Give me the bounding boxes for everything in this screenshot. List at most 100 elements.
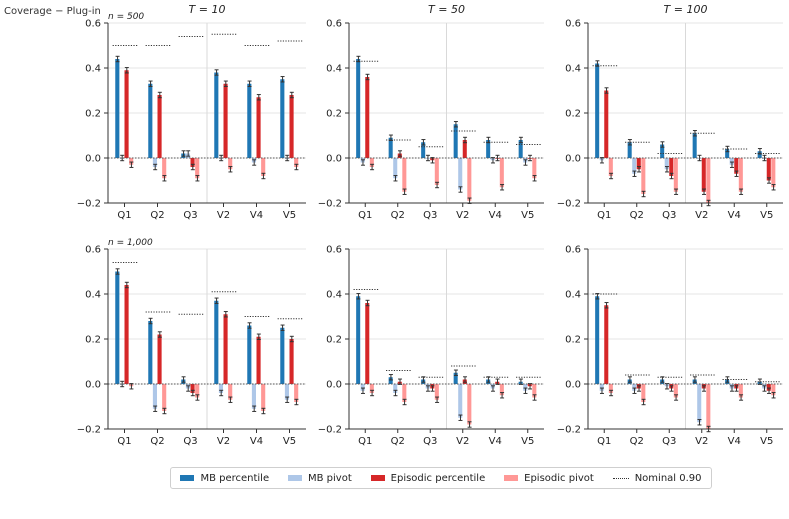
bar-episodic-pivot bbox=[673, 158, 678, 192]
x-tick-label: V2 bbox=[695, 436, 708, 447]
legend-label: Episodic pivot bbox=[524, 472, 594, 484]
y-tick-label: 0.2 bbox=[326, 335, 342, 346]
legend-label: MB pivot bbox=[308, 472, 352, 484]
bar-mb-percentile bbox=[486, 140, 491, 158]
y-tick-label: 0.0 bbox=[565, 154, 581, 165]
y-tick-label: 0.4 bbox=[326, 64, 342, 75]
x-tick-label: V2 bbox=[217, 436, 230, 447]
panel-title: T = 100 bbox=[664, 3, 708, 16]
bar-mb-pivot bbox=[152, 384, 157, 409]
x-tick-label: V4 bbox=[728, 436, 741, 447]
legend-swatch bbox=[288, 475, 303, 481]
y-tick-label: −0.2 bbox=[557, 199, 581, 210]
bar-mb-percentile bbox=[757, 151, 762, 158]
chart-panel-4: −0.2 0.0 0.2 0.4 0.6 Q1 Q2 Q3 V2 V4 V5 n = 1,000 bbox=[77, 238, 306, 447]
bar-mb-pivot bbox=[458, 384, 463, 418]
y-tick-label: 0.2 bbox=[565, 109, 581, 120]
bar-mb-pivot bbox=[393, 384, 398, 393]
legend: MB percentile MB pivot Episodic percenti… bbox=[170, 467, 712, 489]
bar-episodic-pivot bbox=[228, 158, 233, 170]
bar-mb-percentile bbox=[421, 142, 426, 158]
bar-episodic-pivot bbox=[195, 158, 200, 179]
y-tick-label: 0.6 bbox=[326, 245, 342, 256]
bar-mb-percentile bbox=[148, 321, 153, 384]
chart-panel-1: −0.2 0.0 0.2 0.4 0.6 Q1 Q2 Q3 V2 V4 V5 T = 10 n = 50… bbox=[77, 3, 306, 221]
row-label: n = 1,000 bbox=[108, 238, 153, 248]
y-tick-label: 0.6 bbox=[565, 19, 581, 30]
bar-episodic-percentile bbox=[124, 70, 129, 158]
bar-mb-pivot bbox=[360, 384, 365, 391]
y-tick-label: 0.2 bbox=[565, 335, 581, 346]
bar-mb-percentile bbox=[453, 124, 458, 158]
bar-episodic-percentile bbox=[289, 339, 294, 384]
bar-mb-pivot bbox=[599, 384, 604, 391]
bar-mb-percentile bbox=[595, 296, 600, 384]
legend-label: Episodic percentile bbox=[390, 472, 486, 484]
panel-title: T = 10 bbox=[189, 3, 226, 16]
bar-episodic-pivot bbox=[608, 158, 613, 176]
bar-episodic-percentile bbox=[604, 305, 609, 384]
y-tick-label: 0.2 bbox=[85, 109, 101, 120]
y-tick-label: −0.2 bbox=[77, 425, 101, 436]
bar-episodic-pivot bbox=[532, 384, 537, 398]
bar-episodic-pivot bbox=[129, 158, 134, 165]
bar-mb-pivot bbox=[632, 158, 637, 174]
bar-mb-percentile bbox=[115, 59, 120, 158]
bar-episodic-percentile bbox=[669, 158, 674, 176]
x-tick-label: Q3 bbox=[183, 210, 197, 221]
x-tick-label: V2 bbox=[695, 210, 708, 221]
bar-episodic-percentile bbox=[190, 384, 195, 393]
bar-episodic-pivot bbox=[261, 384, 266, 411]
x-tick-label: V2 bbox=[217, 210, 230, 221]
y-tick-label: 0.4 bbox=[326, 290, 342, 301]
bar-episodic-percentile bbox=[365, 303, 370, 384]
bar-episodic-pivot bbox=[369, 384, 374, 393]
bar-episodic-percentile bbox=[223, 314, 228, 384]
x-tick-label: V4 bbox=[250, 436, 263, 447]
bar-mb-percentile bbox=[356, 296, 361, 384]
y-tick-label: 0.6 bbox=[565, 245, 581, 256]
panel-title: T = 50 bbox=[428, 3, 465, 16]
bar-mb-pivot bbox=[632, 384, 637, 391]
legend-item-episodic-pivot: Episodic pivot bbox=[504, 473, 594, 484]
y-tick-label: 0.4 bbox=[565, 64, 581, 75]
bar-episodic-pivot bbox=[369, 158, 374, 167]
x-tick-label: Q1 bbox=[358, 436, 372, 447]
bar-mb-percentile bbox=[214, 300, 219, 384]
bar-episodic-pivot bbox=[467, 384, 472, 425]
bar-episodic-pivot bbox=[706, 384, 711, 429]
y-tick-label: 0.6 bbox=[85, 19, 101, 30]
bar-mb-pivot bbox=[251, 384, 256, 409]
bar-episodic-percentile bbox=[636, 158, 641, 170]
bar-episodic-pivot bbox=[467, 158, 472, 201]
x-tick-label: V5 bbox=[760, 436, 773, 447]
bar-episodic-percentile bbox=[604, 90, 609, 158]
bar-episodic-pivot bbox=[641, 158, 646, 194]
x-tick-label: Q2 bbox=[391, 436, 405, 447]
x-tick-label: Q2 bbox=[150, 210, 164, 221]
x-tick-label: V4 bbox=[250, 210, 263, 221]
bar-mb-percentile bbox=[280, 79, 285, 158]
y-tick-label: 0.4 bbox=[85, 290, 101, 301]
bar-episodic-percentile bbox=[157, 95, 162, 158]
x-tick-label: Q2 bbox=[391, 210, 405, 221]
bar-episodic-pivot bbox=[499, 384, 504, 396]
y-tick-label: 0.6 bbox=[85, 245, 101, 256]
bar-episodic-pivot bbox=[434, 384, 439, 400]
bar-episodic-pivot bbox=[499, 158, 504, 188]
bar-mb-percentile bbox=[280, 327, 285, 384]
bar-episodic-percentile bbox=[766, 384, 771, 391]
chart-panel-3: −0.2 0.0 0.2 0.4 0.6 Q1 Q2 Q3 V2 V4 V5 T = 100 bbox=[557, 3, 783, 221]
y-tick-label: −0.2 bbox=[77, 199, 101, 210]
y-tick-label: 0.0 bbox=[565, 380, 581, 391]
x-tick-label: V5 bbox=[283, 210, 296, 221]
y-tick-label: 0.0 bbox=[85, 154, 101, 165]
bar-mb-pivot bbox=[664, 158, 669, 170]
bar-episodic-percentile bbox=[701, 158, 706, 192]
x-tick-label: Q1 bbox=[358, 210, 372, 221]
y-tick-label: −0.2 bbox=[318, 425, 342, 436]
bar-mb-percentile bbox=[692, 133, 697, 158]
bar-mb-pivot bbox=[152, 158, 157, 167]
bar-mb-pivot bbox=[458, 158, 463, 190]
